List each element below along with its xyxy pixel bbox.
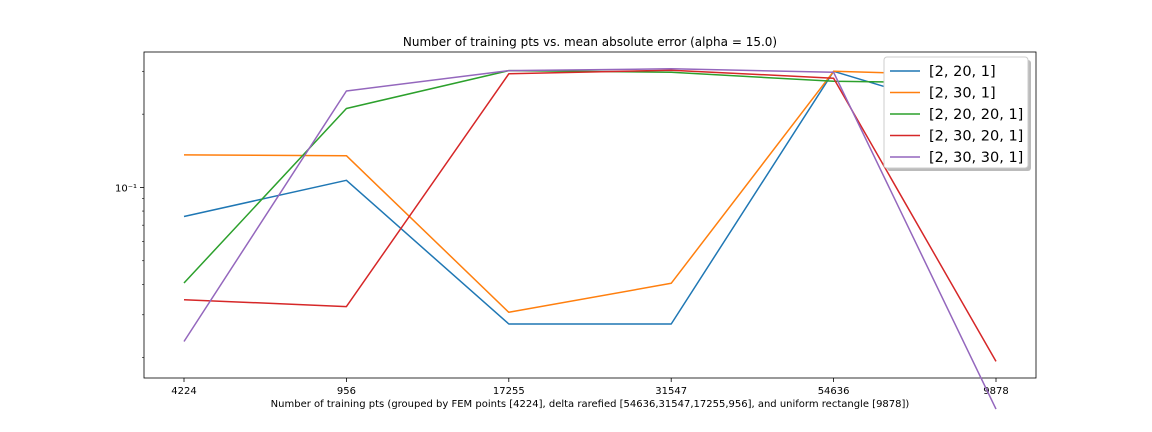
legend-entry-label: [2, 20, 20, 1] xyxy=(929,107,1023,123)
series-line-4 xyxy=(183,69,997,362)
x-axis-ticks: 4224 956 17255 31547 54636 9878 xyxy=(171,378,1009,397)
series-line-2 xyxy=(183,70,997,314)
series-line-3 xyxy=(183,69,997,284)
legend: [2, 20, 1] [2, 30, 1] [2, 20, 20, 1] [2, 30… xyxy=(883,56,1031,171)
x-tick-label: 31547 xyxy=(655,386,687,397)
series-line-1 xyxy=(183,70,997,325)
x-tick-label: 54636 xyxy=(818,386,850,397)
plot-area: 10⁻¹ 4224 956 17255 31547 54636 9878 xyxy=(115,51,1037,410)
y-tick-label: 10⁻¹ xyxy=(115,183,137,194)
legend-entry-label: [2, 30, 1] xyxy=(929,86,996,102)
legend-entry-label: [2, 30, 30, 1] xyxy=(929,150,1023,166)
x-tick-label: 17255 xyxy=(493,386,525,397)
x-tick-label: 956 xyxy=(337,386,356,397)
plot-frame xyxy=(143,51,1037,379)
series-line-5 xyxy=(183,68,997,410)
y-minor-ticks xyxy=(142,70,144,358)
x-axis-label: Number of training pts (grouped by FEM p… xyxy=(271,399,910,410)
chart-title: Number of training pts vs. mean absolute… xyxy=(403,35,777,49)
y-axis-ticks: 10⁻¹ xyxy=(115,183,144,194)
legend-entry-label: [2, 30, 20, 1] xyxy=(929,129,1023,145)
legend-entry-label: [2, 20, 1] xyxy=(929,64,996,80)
x-tick-label: 9878 xyxy=(983,386,1008,397)
legend-box xyxy=(883,56,1029,169)
series-lines xyxy=(183,68,997,410)
x-tick-label: 4224 xyxy=(171,386,196,397)
